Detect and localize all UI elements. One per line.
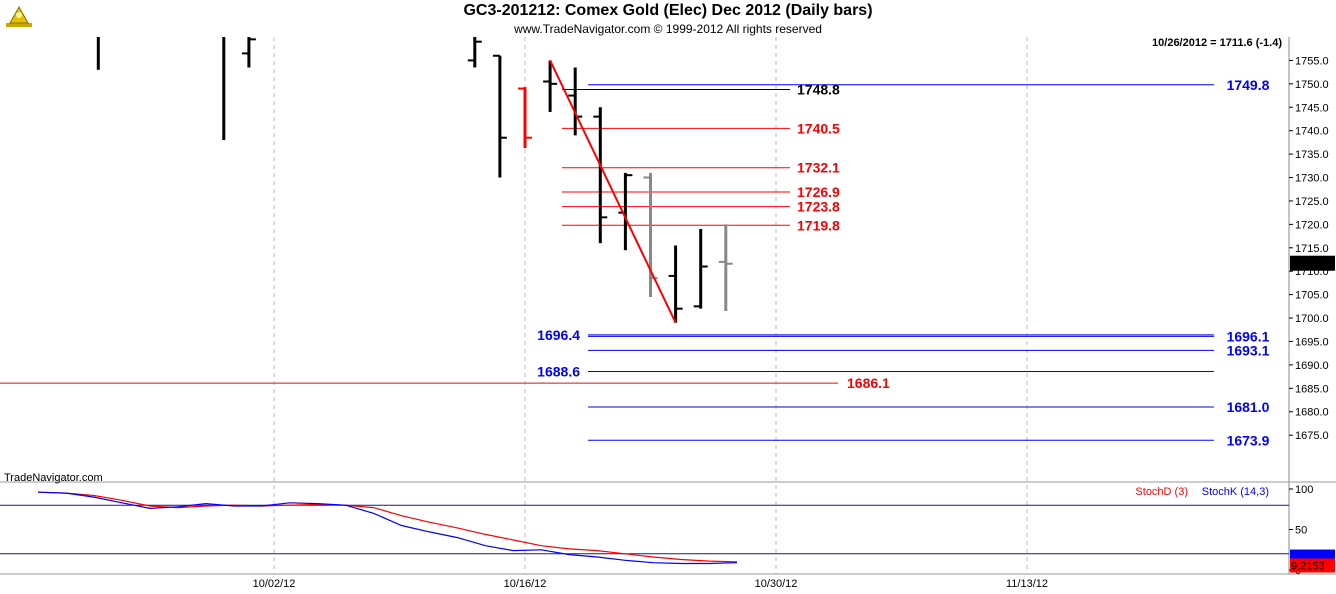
level-label: 1723.8: [797, 199, 840, 215]
x-tick-label: 11/13/12: [1006, 578, 1048, 590]
y-tick-label: 1695.0: [1295, 336, 1329, 348]
trade-navigator-logo-icon: [6, 5, 32, 27]
y-tick-label: 1740.0: [1295, 126, 1329, 138]
level-label: 1732.1: [797, 160, 840, 176]
plot-background: [0, 37, 1289, 574]
y-tick-label: 1720.0: [1295, 219, 1329, 231]
stoch-tick-label: 50: [1295, 525, 1307, 537]
level-label: 1740.5: [797, 120, 840, 136]
copyright-text: www.TradeNavigator.com © 1999-2012 All r…: [514, 22, 822, 36]
stoch-last-label: 9.2153: [1291, 561, 1325, 573]
brand-label: TradeNavigator.com: [4, 472, 103, 484]
x-tick-label: 10/02/12: [253, 578, 296, 590]
level-label: 1673.9: [1227, 432, 1270, 448]
trend-line: [549, 59, 677, 324]
last-price-box: [1290, 255, 1335, 271]
x-tick-label: 10/30/12: [755, 578, 798, 590]
y-tick-label: 1735.0: [1295, 149, 1329, 161]
stoch-last-box: [1290, 558, 1335, 573]
axis-background: [1289, 37, 1336, 574]
last-price-label: 1711.6: [1293, 259, 1326, 271]
y-tick-label: 1700.0: [1295, 313, 1329, 325]
stoch-last-box-blue: [1290, 549, 1335, 560]
y-tick-label: 1715.0: [1295, 243, 1329, 255]
level-label: 1693.1: [1227, 342, 1270, 358]
level-label: 1719.8: [797, 217, 840, 233]
y-tick-label: 1680.0: [1295, 407, 1329, 419]
x-tick-label: 10/16/12: [504, 578, 547, 590]
stoch-series-line: [37, 491, 738, 565]
level-label: 1696.4: [537, 327, 580, 343]
y-tick-label: 1730.0: [1295, 173, 1329, 185]
level-label: 1686.1: [847, 375, 890, 391]
y-tick-label: 1745.0: [1295, 102, 1329, 114]
y-tick-label: 1685.0: [1295, 383, 1329, 395]
stoch-series-line: [37, 491, 738, 563]
legend-stochd: StochD (3): [1135, 486, 1188, 498]
level-label: 1726.9: [797, 184, 840, 200]
y-tick-label: 1690.0: [1295, 360, 1329, 372]
level-label: 1749.8: [1227, 77, 1270, 93]
level-label: 1688.6: [537, 363, 580, 379]
y-tick-label: 1755.0: [1295, 55, 1329, 67]
y-tick-label: 1675.0: [1295, 430, 1329, 442]
price-readout: 10/26/2012 = 1711.6 (-1.4): [1152, 37, 1282, 49]
level-label: 1748.8: [797, 81, 840, 97]
level-label: 1696.1: [1227, 328, 1270, 344]
chart-title: GC3-201212: Comex Gold (Elec) Dec 2012 (…: [463, 2, 873, 19]
y-tick-label: 1705.0: [1295, 290, 1329, 302]
stoch-tick-label: 100: [1295, 484, 1313, 496]
y-tick-label: 1750.0: [1295, 79, 1329, 91]
legend-stochk: StochK (14,3): [1202, 486, 1269, 498]
y-tick-label: 1725.0: [1295, 196, 1329, 208]
level-label: 1681.0: [1227, 399, 1270, 415]
